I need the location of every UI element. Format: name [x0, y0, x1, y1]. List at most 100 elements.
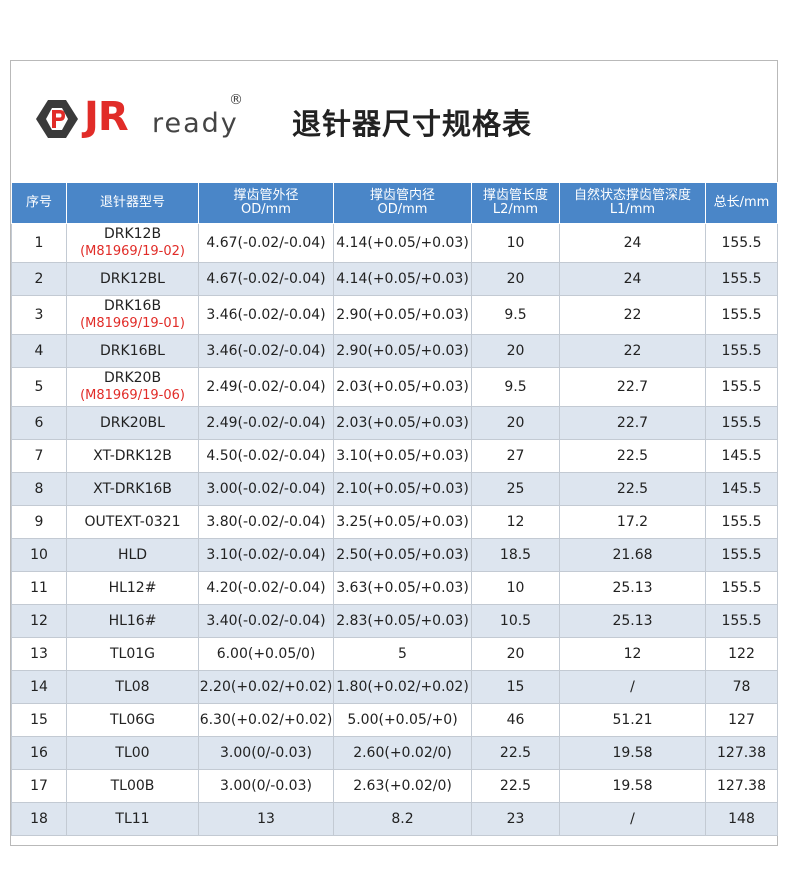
cell-no: 3	[11, 295, 67, 335]
cell-depth: 19.58	[559, 769, 706, 803]
cell-total-length: 155.5	[705, 538, 778, 572]
cell-length: 10	[471, 223, 560, 263]
cell-inner-diameter: 3.25(+0.05/+0.03)	[333, 505, 472, 539]
cell-inner-diameter: 2.90(+0.05/+0.03)	[333, 334, 472, 368]
cell-no: 6	[11, 406, 67, 440]
cell-model: DRK20BL	[66, 406, 199, 440]
table-row: 8 XT-DRK16B 3.00(-0.02/-0.04) 2.10(+0.05/+0…	[11, 472, 778, 506]
cell-inner-diameter: 2.83(+0.05/+0.03)	[333, 604, 472, 638]
table-row: 18 TL11 13 8.2 23/148	[11, 802, 778, 836]
cell-length: 27	[471, 439, 560, 473]
cell-model: DRK12B (M81969/19-02)	[66, 223, 199, 263]
cell-no: 18	[11, 802, 67, 836]
cell-inner-diameter: 2.60(+0.02/0)	[333, 736, 472, 770]
brand-name: JR	[84, 94, 129, 140]
cell-outer-diameter: 4.50(-0.02/-0.04)	[198, 439, 334, 473]
cell-total-length: 148	[705, 802, 778, 836]
model-mil-spec: (M81969/19-01)	[80, 316, 185, 331]
header-unit: OD/mm	[241, 202, 291, 217]
cell-no: 2	[11, 262, 67, 296]
cell-inner-diameter: 2.63(+0.02/0)	[333, 769, 472, 803]
cell-total-length: 155.5	[705, 604, 778, 638]
model-mil-spec: (M81969/19-02)	[80, 244, 185, 259]
cell-outer-diameter: 3.80(-0.02/-0.04)	[198, 505, 334, 539]
model-mil-spec: (M81969/19-06)	[80, 388, 185, 403]
cell-total-length: 78	[705, 670, 778, 704]
cell-length: 10	[471, 571, 560, 605]
cell-total-length: 122	[705, 637, 778, 671]
cell-depth: 25.13	[559, 604, 706, 638]
cell-total-length: 155.5	[705, 262, 778, 296]
cell-total-length: 155.5	[705, 295, 778, 335]
cell-model: TL00B	[66, 769, 199, 803]
cell-total-length: 127.38	[705, 769, 778, 803]
cell-depth: 24	[559, 223, 706, 263]
cell-depth: 19.58	[559, 736, 706, 770]
cell-inner-diameter: 4.14(+0.05/+0.03)	[333, 223, 472, 263]
cell-model: HLD	[66, 538, 199, 572]
cell-inner-diameter: 8.2	[333, 802, 472, 836]
cell-depth: 17.2	[559, 505, 706, 539]
cell-depth: /	[559, 802, 706, 836]
cell-depth: 22.7	[559, 406, 706, 440]
cell-depth: 21.68	[559, 538, 706, 572]
cell-outer-diameter: 6.30(+0.02/+0.02)	[198, 703, 334, 737]
cell-model: TL01G	[66, 637, 199, 671]
cell-model: TL08	[66, 670, 199, 704]
cell-length: 46	[471, 703, 560, 737]
header-inner-diameter: 撑齿管内径 OD/mm	[333, 182, 472, 224]
cell-model: XT-DRK12B	[66, 439, 199, 473]
cell-length: 9.5	[471, 295, 560, 335]
table-row: 11 HL12# 4.20(-0.02/-0.04) 3.63(+0.05/+0.03…	[11, 571, 778, 605]
cell-total-length: 127	[705, 703, 778, 737]
cell-total-length: 127.38	[705, 736, 778, 770]
cell-inner-diameter: 3.10(+0.05/+0.03)	[333, 439, 472, 473]
cell-model: HL16#	[66, 604, 199, 638]
header-unit: L2/mm	[492, 202, 539, 217]
header-label: 撑齿管外径	[233, 188, 299, 203]
cell-inner-diameter: 2.10(+0.05/+0.03)	[333, 472, 472, 506]
table-row: 1 DRK12B (M81969/19-02) 4.67(-0.02/-0.04) 4.…	[11, 223, 778, 263]
cell-outer-diameter: 13	[198, 802, 334, 836]
cell-total-length: 155.5	[705, 406, 778, 440]
cell-outer-diameter: 6.00(+0.05/0)	[198, 637, 334, 671]
cell-total-length: 155.5	[705, 367, 778, 407]
cell-outer-diameter: 3.10(-0.02/-0.04)	[198, 538, 334, 572]
table-row: 15 TL06G 6.30(+0.02/+0.02) 5.00(+0.05/+0) 46…	[11, 703, 778, 737]
cell-outer-diameter: 3.00(0/-0.03)	[198, 769, 334, 803]
cell-inner-diameter: 2.03(+0.05/+0.03)	[333, 406, 472, 440]
cell-model: XT-DRK16B	[66, 472, 199, 506]
table-row: 2 DRK12BL 4.67(-0.02/-0.04) 4.14(+0.05/+0.0…	[11, 262, 778, 296]
cell-model: HL12#	[66, 571, 199, 605]
cell-model: DRK16BL	[66, 334, 199, 368]
cell-length: 20	[471, 406, 560, 440]
cell-length: 25	[471, 472, 560, 506]
cell-length: 22.5	[471, 769, 560, 803]
header-model: 退针器型号	[66, 182, 199, 224]
cell-inner-diameter: 3.63(+0.05/+0.03)	[333, 571, 472, 605]
cell-inner-diameter: 4.14(+0.05/+0.03)	[333, 262, 472, 296]
table-row: 10 HLD 3.10(-0.02/-0.04) 2.50(+0.05/+0.03) 1…	[11, 538, 778, 572]
cell-outer-diameter: 2.49(-0.02/-0.04)	[198, 406, 334, 440]
cell-inner-diameter: 2.90(+0.05/+0.03)	[333, 295, 472, 335]
cell-model: DRK16B (M81969/19-01)	[66, 295, 199, 335]
cell-outer-diameter: 3.46(-0.02/-0.04)	[198, 295, 334, 335]
cell-depth: 12	[559, 637, 706, 671]
cell-no: 17	[11, 769, 67, 803]
cell-outer-diameter: 3.40(-0.02/-0.04)	[198, 604, 334, 638]
cell-total-length: 145.5	[705, 472, 778, 506]
cell-length: 20	[471, 334, 560, 368]
cell-outer-diameter: 2.49(-0.02/-0.04)	[198, 367, 334, 407]
header-label: 撑齿管长度	[482, 188, 548, 203]
cell-depth: 51.21	[559, 703, 706, 737]
table-row: 9 OUTEXT-0321 3.80(-0.02/-0.04) 3.25(+0.05/…	[11, 505, 778, 539]
cell-model: TL11	[66, 802, 199, 836]
cell-depth: /	[559, 670, 706, 704]
cell-model: OUTEXT-0321	[66, 505, 199, 539]
model-name: DRK16B	[103, 298, 162, 314]
brand-word: ready	[152, 108, 239, 139]
cell-length: 18.5	[471, 538, 560, 572]
table-row: 17 TL00B 3.00(0/-0.03) 2.63(+0.02/0) 22.5 19.…	[11, 769, 778, 803]
brand-logo: JR ready ®	[34, 92, 243, 146]
cell-length: 23	[471, 802, 560, 836]
